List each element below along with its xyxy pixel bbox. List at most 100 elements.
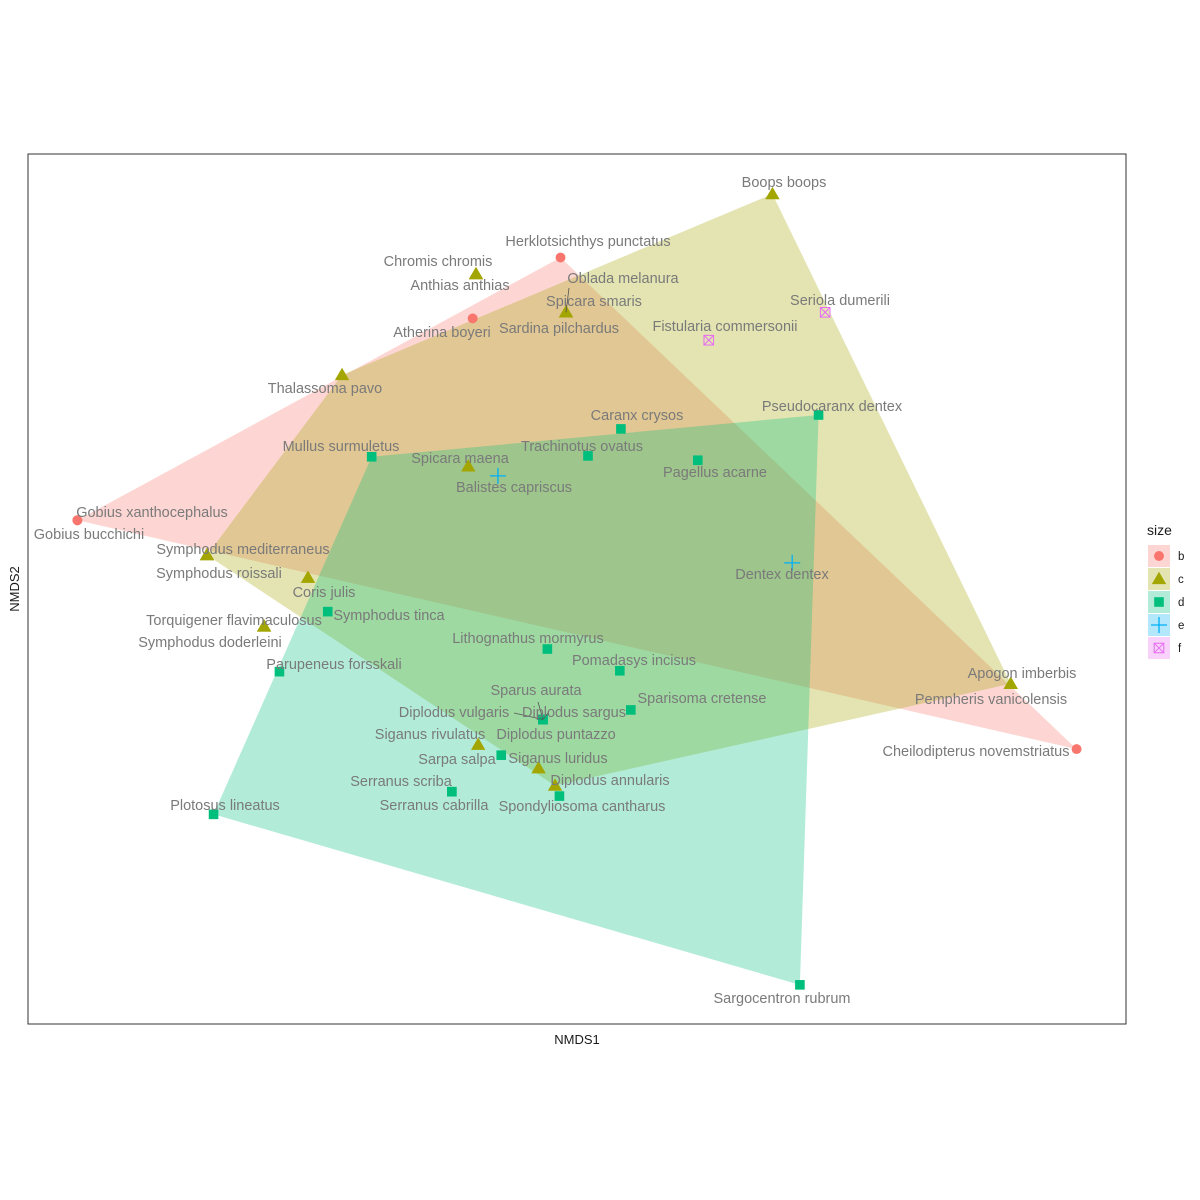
label-serranus-cabrilla: Serranus cabrilla bbox=[380, 798, 490, 814]
label-apogon-imberbis: Apogon imberbis bbox=[968, 666, 1077, 682]
label-gobius-bucchichi: Gobius bucchichi bbox=[34, 527, 144, 543]
label-trachinotus-ovatus: Trachinotus ovatus bbox=[521, 439, 643, 455]
point-atherina-boyeri bbox=[467, 313, 478, 324]
label-torquigener-flavimaculosus: Torquigener flavimaculosus bbox=[146, 613, 322, 629]
points-layer bbox=[72, 186, 1082, 990]
label-atherina-boyeri: Atherina boyeri bbox=[393, 325, 491, 341]
point-symphodus-roissali bbox=[199, 547, 215, 561]
legend-key-d bbox=[1154, 597, 1164, 607]
label-balistes-capriscus: Balistes capriscus bbox=[456, 480, 572, 496]
label-diplodus-annularis: Diplodus annularis bbox=[550, 773, 669, 789]
plot-panel-border bbox=[27, 153, 1127, 1025]
hull-group-b bbox=[77, 257, 1077, 750]
point-pempheris-vanicolensis bbox=[1003, 676, 1018, 690]
point-fistularia-commersonii bbox=[703, 334, 715, 346]
point-caranx-crysos bbox=[616, 424, 626, 434]
label-parupeneus-forsskali: Parupeneus forsskali bbox=[266, 657, 401, 673]
label-sardina-pilchardus: Sardina pilchardus bbox=[499, 321, 619, 337]
label-diplodus-puntazzo: Diplodus puntazzo bbox=[496, 727, 615, 743]
point-cheilodipterus-novemstriatus bbox=[1071, 744, 1082, 755]
point-trachinotus-ovatus bbox=[583, 451, 593, 461]
label-spondyliosoma-cantharus: Spondyliosoma cantharus bbox=[499, 799, 666, 815]
label-oblada-melanura: Oblada melanura bbox=[567, 271, 679, 287]
legend-label-c: c bbox=[1178, 574, 1184, 586]
legend-key-b bbox=[1154, 551, 1164, 561]
label-sparus-aurata: Sparus aurata bbox=[490, 683, 582, 699]
label-lithognathus-mormyrus: Lithognathus mormyrus bbox=[452, 631, 604, 647]
label-spicara-maena: Spicara maena bbox=[411, 451, 509, 467]
label-symphodus-tinca: Symphodus tinca bbox=[333, 608, 445, 624]
point-sarpa-salpa bbox=[496, 750, 507, 760]
label-pomadasys-incisus: Pomadasys incisus bbox=[572, 653, 696, 669]
label-spicara-smaris: Spicara smaris bbox=[546, 294, 642, 310]
legend-label-b: b bbox=[1178, 551, 1184, 563]
point-mullus-surmuletus bbox=[366, 451, 377, 462]
label-fistularia-commersonii: Fistularia commersonii bbox=[652, 319, 797, 335]
label-sarpa-salpa: Sarpa salpa bbox=[418, 752, 496, 768]
hulls-layer bbox=[77, 194, 1077, 985]
point-symphodus-doderleini bbox=[256, 619, 272, 632]
point-dentex-dentex bbox=[784, 554, 801, 571]
label-diplodus-sargus: Diplodus sargus bbox=[522, 705, 626, 721]
hull-group-c bbox=[207, 194, 1011, 786]
point-siganus-luridus bbox=[531, 761, 546, 774]
label-dentex-dentex: Dentex dentex bbox=[735, 567, 829, 583]
point-lithognathus-mormyrus bbox=[542, 644, 553, 654]
x-axis-title: NMDS1 bbox=[554, 1032, 600, 1047]
point-sparisoma-cretense bbox=[626, 705, 636, 715]
leader-diplodus-sargus bbox=[542, 712, 549, 720]
label-siganus-luridus: Siganus luridus bbox=[508, 751, 607, 767]
point-sargocentron-rubrum bbox=[795, 980, 805, 990]
label-siganus-rivulatus: Siganus rivulatus bbox=[375, 727, 485, 743]
point-siganus-rivulatus bbox=[470, 737, 486, 750]
label-plotosus-lineatus: Plotosus lineatus bbox=[170, 798, 280, 814]
point-boops-boops bbox=[765, 186, 780, 200]
legend-label-d: d bbox=[1178, 597, 1184, 609]
point-spondyliosoma-cantharus bbox=[554, 791, 565, 801]
leader-sparus-aurata bbox=[537, 701, 544, 720]
label-caranx-crysos: Caranx crysos bbox=[591, 408, 684, 424]
legend-title: size bbox=[1147, 522, 1172, 538]
label-diplodus-vulgaris: Diplodus vulgaris bbox=[399, 705, 509, 721]
legend-key-f bbox=[1153, 642, 1165, 654]
label-symphodus-mediterraneus: Symphodus mediterraneus bbox=[156, 542, 329, 558]
label-chromis-chromis: Chromis chromis bbox=[384, 254, 493, 270]
label-pagellus-acarne: Pagellus acarne bbox=[663, 465, 767, 481]
label-anthias-anthias: Anthias anthias bbox=[410, 278, 509, 294]
label-cheilodipterus-novemstriatus: Cheilodipterus novemstriatus bbox=[883, 744, 1070, 760]
point-herklotsichthys-punctatus bbox=[555, 252, 566, 263]
point-thalassoma-pavo bbox=[334, 367, 350, 381]
label-pempheris-vanicolensis: Pempheris vanicolensis bbox=[915, 692, 1067, 708]
legend-label-f: f bbox=[1178, 643, 1182, 655]
label-gobius-xanthocephalus: Gobius xanthocephalus bbox=[76, 505, 228, 521]
label-seriola-dumerili: Seriola dumerili bbox=[790, 293, 890, 309]
label-pseudocaranx-dentex: Pseudocaranx dentex bbox=[762, 399, 903, 415]
point-spicara-maena bbox=[461, 459, 476, 472]
legend-key-c bbox=[1151, 571, 1167, 585]
label-serranus-scriba: Serranus scriba bbox=[350, 774, 452, 790]
point-serranus-cabrilla bbox=[447, 786, 457, 797]
label-sargocentron-rubrum: Sargocentron rubrum bbox=[713, 991, 850, 1007]
point-anthias-anthias bbox=[468, 266, 484, 280]
point-pomadasys-incisus bbox=[615, 665, 625, 676]
point-coris-julis bbox=[300, 570, 316, 583]
label-thalassoma-pavo: Thalassoma pavo bbox=[268, 381, 382, 397]
labels-layer: Herklotsichthys punctatus Atherina boyeri… bbox=[34, 175, 1077, 1007]
point-balistes-capriscus bbox=[489, 467, 506, 484]
label-herklotsichthys-punctatus: Herklotsichthys punctatus bbox=[505, 234, 670, 250]
point-gobius-bucchichi bbox=[72, 515, 83, 526]
leader-diplodus-vulgaris bbox=[513, 712, 544, 720]
label-symphodus-doderleini: Symphodus doderleini bbox=[138, 635, 281, 651]
point-seriola-dumerili bbox=[819, 307, 831, 318]
point-pseudocaranx-dentex bbox=[813, 410, 824, 420]
legend-key-e bbox=[1151, 617, 1167, 633]
leader-oblada-melanura bbox=[565, 287, 570, 313]
legend-label-e: e bbox=[1178, 620, 1184, 632]
y-axis-title: NMDS2 bbox=[7, 566, 22, 612]
point-parupeneus-forsskali bbox=[274, 666, 285, 677]
point-pagellus-acarne bbox=[692, 455, 703, 466]
point-diplodus-annularis bbox=[547, 778, 563, 791]
